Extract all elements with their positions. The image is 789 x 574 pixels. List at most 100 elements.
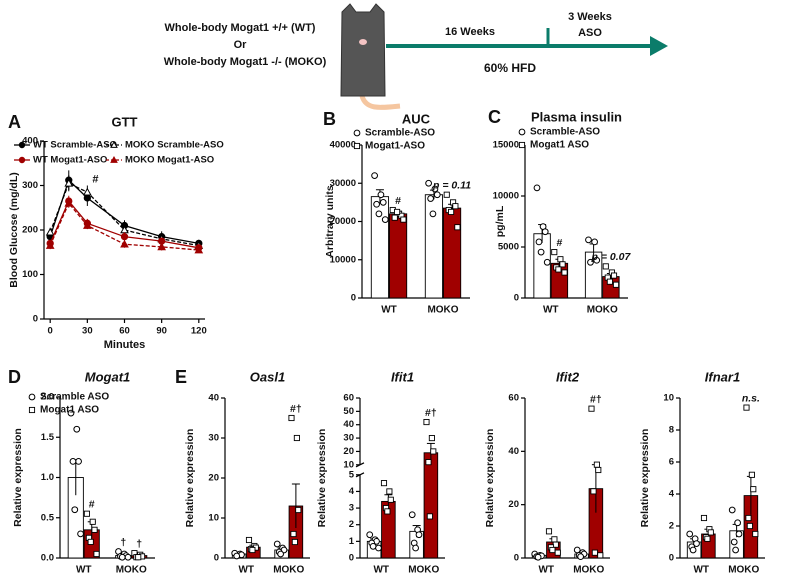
data-point [707, 529, 714, 536]
chart-title: GTT [112, 114, 138, 129]
data-point [371, 172, 378, 179]
x-tick-label: MOKO [587, 305, 618, 316]
data-point [293, 434, 300, 442]
data-point [69, 458, 77, 465]
data-point [590, 488, 597, 495]
data-point [728, 506, 736, 514]
genotype-line: Whole-body Mogat1 -/- (MOKO) [164, 56, 327, 68]
y-tick-label: 200 [22, 225, 38, 236]
y-tick-label: 20 [508, 499, 519, 510]
data-point [689, 546, 697, 554]
data-point [591, 549, 598, 556]
genotype-line: Or [234, 39, 248, 51]
legend-label: Mogat1 ASO [40, 405, 99, 416]
data-point [75, 458, 82, 465]
x-tick-label: 30 [82, 326, 93, 337]
y-axis-label: Blood Glucose (mg/dL) [8, 172, 20, 288]
panel: 0 1 2 3 4 510 20 30 40 50 60 Ifit1 Relative expressi… [316, 369, 445, 574]
annotation: # [556, 237, 562, 249]
legend-label: Scramble ASO [40, 392, 109, 403]
point [45, 241, 55, 249]
legend-label: Mogat1 ASO [530, 140, 589, 151]
data-point [549, 546, 556, 554]
y-tick-label: 4 [349, 486, 355, 497]
legend-marker [110, 140, 118, 148]
data-point [595, 466, 602, 474]
legend-marker [110, 155, 118, 163]
chart-title: Ifit1 [391, 369, 414, 384]
panel-letter: E [175, 367, 187, 387]
data-point [431, 185, 439, 193]
mouse-tail [359, 95, 401, 110]
point [120, 233, 129, 241]
data-point [394, 208, 401, 215]
data-point [588, 405, 595, 412]
y-axis-label: Relative expression [12, 428, 24, 527]
y-tick-label: 4 [669, 489, 675, 500]
data-point [373, 200, 380, 208]
annotation: † [136, 538, 142, 550]
y-tick-label: 40 [208, 393, 219, 404]
data-point [391, 214, 398, 221]
annotation: p = 0.11 [432, 180, 471, 192]
annotation: #† [290, 403, 302, 415]
data-point [135, 554, 142, 561]
chart-title: Oasl1 [250, 369, 285, 384]
x-tick-label: WT [238, 565, 254, 574]
legend-label: Mogat1-ASO [365, 141, 425, 152]
data-point [387, 496, 394, 503]
legend-label: MOKO Mogat1-ASO [125, 155, 214, 166]
data-point [381, 216, 389, 223]
data-point [735, 530, 743, 538]
panel-letter: A [8, 112, 21, 132]
point [194, 245, 204, 254]
data-point [430, 448, 437, 455]
y-tick-label: 100 [22, 269, 38, 280]
y-tick-label: 0 [351, 293, 356, 304]
legend-marker [18, 141, 26, 149]
data-point [423, 418, 430, 426]
x-tick-label: WT [693, 565, 709, 574]
y-tick-label: 10 [663, 393, 674, 404]
data-point [288, 414, 295, 422]
data-point [554, 549, 561, 556]
legend-label: Scramble-ASO [365, 128, 435, 139]
data-point [686, 530, 694, 538]
data-point [537, 248, 545, 256]
bar [424, 194, 444, 299]
phase-label: 3 Weeks [568, 11, 612, 23]
chart-title: Ifit2 [556, 369, 580, 384]
data-point [534, 553, 542, 561]
data-point [543, 258, 551, 266]
data-point [425, 179, 432, 187]
data-point [730, 538, 738, 546]
data-point [606, 278, 613, 285]
y-tick-label: 5000 [498, 242, 519, 253]
data-point [426, 513, 433, 520]
y-tick-label: 0 [349, 553, 354, 564]
data-point [124, 553, 132, 561]
annotation: # [395, 195, 401, 207]
data-point [291, 538, 298, 546]
data-point [551, 536, 558, 543]
data-point [77, 530, 84, 538]
annotation: p = 0.07 [590, 251, 631, 263]
data-point [375, 210, 383, 218]
data-point [245, 536, 253, 544]
point [120, 239, 129, 248]
x-tick-label: MOKO [273, 565, 304, 574]
point [64, 178, 74, 187]
x-tick-label: WT [76, 565, 92, 574]
data-point [425, 459, 432, 466]
data-point [593, 461, 600, 468]
data-point [408, 511, 416, 519]
y-tick-label: 40 [343, 419, 354, 430]
panel: 0 20 40 60 Ifit2 Relative expression WT MOKO #† [484, 369, 610, 574]
data-point [91, 526, 98, 533]
data-point [67, 409, 75, 417]
legend-label: WT Scramble-ASO [33, 140, 117, 151]
x-tick-label: 0 [48, 326, 53, 337]
panel-letter: B [323, 109, 336, 129]
data-point [704, 535, 711, 542]
